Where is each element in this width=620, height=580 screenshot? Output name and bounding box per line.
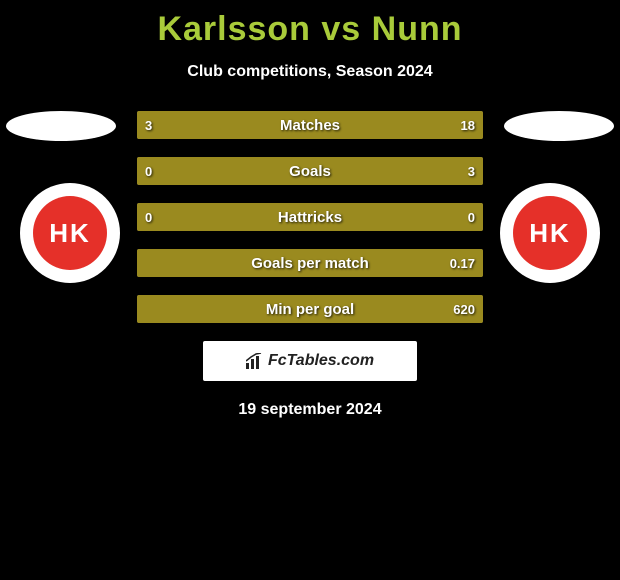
stat-row: 620Min per goal — [137, 295, 483, 323]
club-badge-right-text: HK — [513, 196, 587, 270]
stat-label: Goals — [137, 157, 483, 185]
club-badge-left: HK — [20, 183, 120, 283]
stat-rows: 318Matches 03Goals 00Hattricks 0.17Goals pe… — [137, 111, 483, 323]
stat-label: Hattricks — [137, 203, 483, 231]
comparison-grid: HK HK 318Matches 03Goals 00Hattricks 0.17Go… — [0, 111, 620, 323]
chart-icon — [246, 353, 264, 369]
page-title: Karlsson vs Nunn — [0, 0, 620, 49]
brand-badge: FcTables.com — [203, 341, 417, 381]
club-badge-right: HK — [500, 183, 600, 283]
stat-row: 0.17Goals per match — [137, 249, 483, 277]
flag-right — [504, 111, 614, 141]
flag-left — [6, 111, 116, 141]
page-subtitle: Club competitions, Season 2024 — [0, 63, 620, 81]
stat-label: Matches — [137, 111, 483, 139]
stat-label: Goals per match — [137, 249, 483, 277]
stat-label: Min per goal — [137, 295, 483, 323]
stat-row: 318Matches — [137, 111, 483, 139]
footer-date: 19 september 2024 — [0, 401, 620, 419]
brand-text: FcTables.com — [268, 352, 374, 370]
stat-row: 00Hattricks — [137, 203, 483, 231]
club-badge-left-text: HK — [33, 196, 107, 270]
stat-row: 03Goals — [137, 157, 483, 185]
